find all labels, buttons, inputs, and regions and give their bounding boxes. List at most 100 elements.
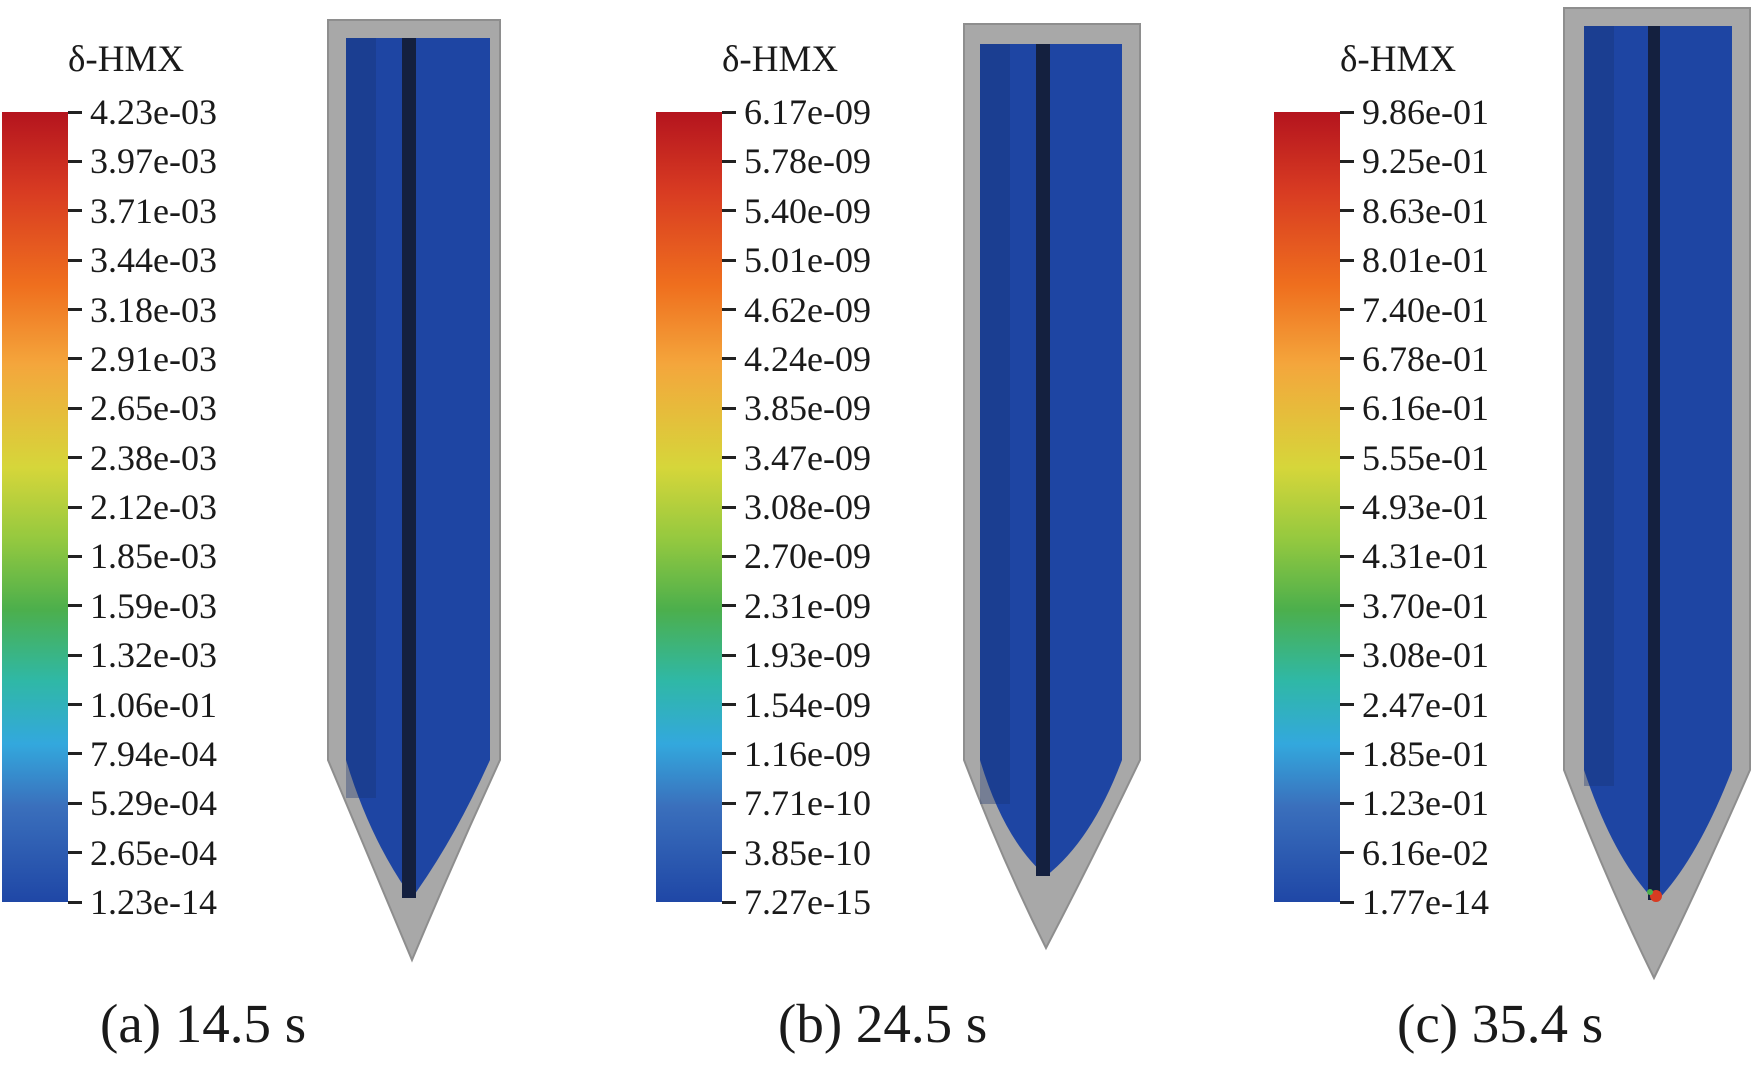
tick-mark xyxy=(68,653,82,657)
panel-b: δ-HMX 6.17e-09 5.78e-09 5.40e-09 5.01e-09 4.… xyxy=(560,0,1160,1069)
colorbar-tick-b-15: 3.85e-10 xyxy=(722,835,871,871)
colorbar-tick-b-3: 5.01e-09 xyxy=(722,242,871,278)
tick-label: 1.54e-09 xyxy=(744,684,871,725)
tick-mark xyxy=(722,900,736,904)
tick-mark xyxy=(722,209,736,213)
tick-mark xyxy=(722,505,736,509)
tick-mark xyxy=(722,110,736,114)
tick-mark xyxy=(68,258,82,262)
colorbar-tick-b-11: 1.93e-09 xyxy=(722,637,871,673)
projectile-a xyxy=(327,19,501,963)
colorbar-tick-b-14: 7.71e-10 xyxy=(722,785,871,821)
tick-label: 2.12e-03 xyxy=(90,487,217,527)
tick-mark xyxy=(68,604,82,608)
tick-label: 3.08e-09 xyxy=(744,487,871,527)
tick-label: 3.08e-01 xyxy=(1362,635,1489,676)
colorbar-tick-a-4: 3.18e-03 xyxy=(68,292,217,328)
tick-mark xyxy=(1340,110,1354,114)
tick-mark xyxy=(1340,900,1354,904)
tick-label: 2.70e-09 xyxy=(744,536,871,577)
axis-line-c xyxy=(1648,26,1660,900)
hotspot-c-green xyxy=(1647,889,1653,895)
colorbar-tick-b-16: 7.27e-15 xyxy=(722,884,871,920)
colorbar-tick-b-13: 1.16e-09 xyxy=(722,736,871,772)
tick-mark xyxy=(722,752,736,756)
tick-label: 6.78e-01 xyxy=(1362,338,1489,379)
core-b xyxy=(980,44,1122,876)
tick-mark xyxy=(68,406,82,410)
tick-mark xyxy=(1340,604,1354,608)
tick-mark xyxy=(1340,209,1354,213)
tick-label: 8.01e-01 xyxy=(1362,240,1489,281)
colorbar-b xyxy=(656,112,722,902)
colorbar-tick-b-7: 3.47e-09 xyxy=(722,440,871,476)
tick-label: 3.97e-03 xyxy=(90,141,217,182)
legend-title-a: δ-HMX xyxy=(68,39,185,80)
tick-mark xyxy=(68,505,82,509)
colorbar-tick-a-1: 3.97e-03 xyxy=(68,143,217,179)
colorbar-tick-b-1: 5.78e-09 xyxy=(722,143,871,179)
tick-mark xyxy=(1340,456,1354,460)
tick-mark xyxy=(68,900,82,904)
axis-line-b xyxy=(1036,44,1050,876)
core-a xyxy=(346,38,490,898)
tick-label: 5.01e-09 xyxy=(744,240,871,281)
tick-mark xyxy=(722,604,736,608)
colorbar-tick-c-0: 9.86e-01 xyxy=(1340,94,1489,130)
tick-mark xyxy=(722,258,736,262)
tick-label: 2.91e-03 xyxy=(90,338,217,379)
tick-label: 3.18e-03 xyxy=(90,289,217,330)
colorbar-tick-c-10: 3.70e-01 xyxy=(1340,588,1489,624)
tick-label: 5.78e-09 xyxy=(744,141,871,182)
core-shade-b xyxy=(980,44,1010,804)
tick-label: 7.40e-01 xyxy=(1362,289,1489,330)
tick-label: 1.93e-09 xyxy=(744,635,871,676)
colorbar-tick-c-3: 8.01e-01 xyxy=(1340,242,1489,278)
colorbar-tick-b-10: 2.31e-09 xyxy=(722,588,871,624)
colorbar-tick-a-12: 1.06e-01 xyxy=(68,687,217,723)
tick-label: 1.85e-01 xyxy=(1362,733,1489,774)
tick-mark xyxy=(722,357,736,361)
tick-mark xyxy=(722,801,736,805)
tick-label: 3.44e-03 xyxy=(90,240,217,281)
colorbar-tick-b-9: 2.70e-09 xyxy=(722,538,871,574)
colorbar-tick-c-15: 6.16e-02 xyxy=(1340,835,1489,871)
colorbar-ticks-a: 4.23e-03 3.97e-03 3.71e-03 3.44e-03 3.18e-03… xyxy=(68,94,328,920)
tick-label: 2.65e-03 xyxy=(90,388,217,429)
tick-mark xyxy=(68,209,82,213)
tick-label: 4.24e-09 xyxy=(744,338,871,379)
panel-a: δ-HMX 4.23e-03 3.97e-03 3.71e-03 3.44e-03 3.… xyxy=(0,0,560,1069)
tick-label: 5.55e-01 xyxy=(1362,437,1489,478)
core-shade-a xyxy=(346,38,376,798)
colorbar-tick-c-14: 1.23e-01 xyxy=(1340,785,1489,821)
tick-mark xyxy=(68,801,82,805)
colorbar-tick-b-2: 5.40e-09 xyxy=(722,193,871,229)
tick-label: 3.47e-09 xyxy=(744,437,871,478)
tick-label: 2.38e-03 xyxy=(90,437,217,478)
tick-mark xyxy=(68,752,82,756)
tick-label: 3.70e-01 xyxy=(1362,585,1489,626)
colorbar-tick-c-2: 8.63e-01 xyxy=(1340,193,1489,229)
tick-mark xyxy=(68,703,82,706)
tick-label: 4.62e-09 xyxy=(744,289,871,330)
tick-mark xyxy=(722,703,736,706)
tick-label: 4.93e-01 xyxy=(1362,487,1489,527)
colorbar-tick-a-3: 3.44e-03 xyxy=(68,242,217,278)
tick-mark xyxy=(1340,159,1354,163)
colorbar-tick-c-8: 4.93e-01 xyxy=(1340,489,1489,525)
tick-mark xyxy=(68,456,82,460)
tick-label: 3.85e-10 xyxy=(744,832,871,873)
colorbar-tick-a-15: 2.65e-04 xyxy=(68,835,217,871)
tick-label: 1.59e-03 xyxy=(90,585,217,626)
tick-mark xyxy=(722,456,736,460)
colorbar-a xyxy=(2,112,68,902)
colorbar-tick-b-6: 3.85e-09 xyxy=(722,390,871,426)
tick-mark xyxy=(68,851,82,855)
colorbar-tick-c-11: 3.08e-01 xyxy=(1340,637,1489,673)
tick-mark xyxy=(722,851,736,855)
tick-label: 7.71e-10 xyxy=(744,783,871,824)
tick-label: 1.23e-14 xyxy=(90,882,217,922)
colorbar-tick-a-5: 2.91e-03 xyxy=(68,341,217,377)
tick-mark xyxy=(68,159,82,163)
colorbar-tick-a-2: 3.71e-03 xyxy=(68,193,217,229)
